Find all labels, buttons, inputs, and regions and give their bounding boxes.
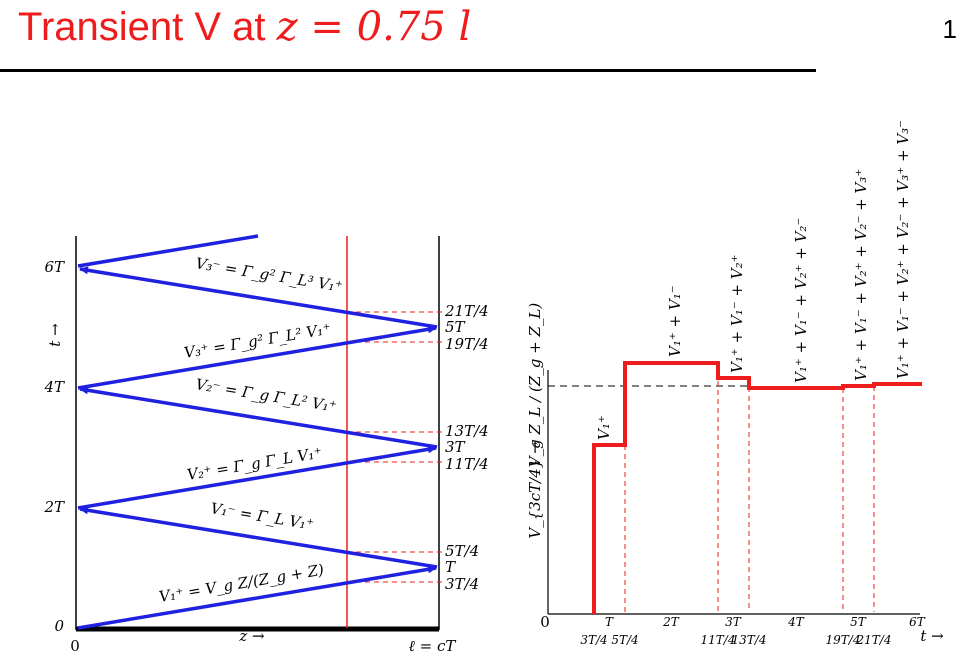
wf-sub-19T4: 19T/4: [826, 633, 861, 647]
voltage-trace: [592, 361, 922, 614]
wf-tick-3T: 3T: [725, 615, 742, 629]
y-tick-0: 0: [54, 617, 64, 635]
wf-tick-5T: 5T: [850, 615, 867, 629]
z-axis-label: z →: [238, 627, 265, 645]
wf-tick-4T: 4T: [787, 615, 805, 629]
slide-title: Transient V at z = 0.75 l: [18, 4, 471, 50]
wave-v2-minus: [79, 386, 438, 449]
label-v1-minus: V₁⁻ = Γ_L V₁⁺: [209, 499, 315, 533]
wf-tick-T: T: [605, 615, 614, 629]
y-tick-4T: 4T: [43, 378, 65, 396]
title-underline: [0, 69, 816, 72]
wave-v3-plus: [77, 325, 437, 390]
step-label-1: V₁⁺: [595, 415, 613, 440]
step-label-3: V₁⁺ + V₁⁻ + V₂⁺: [728, 255, 746, 374]
step-label-5: V₁⁺ + V₁⁻ + V₂⁺ + V₂⁻ + V₃⁺: [852, 169, 870, 381]
y-tick-6T: 6T: [44, 258, 65, 276]
wave-v1-minus: [79, 506, 438, 569]
response-waveform: 0 T 2T 3T 4T 5T 6T t → 3T/4 5T/4 11T/4 1…: [526, 120, 944, 647]
time-21T4: 21T/4: [444, 302, 489, 320]
wf-tick-0: 0: [540, 613, 550, 631]
time-5T: 5T: [445, 318, 466, 336]
label-v3-plus: V₃⁺ = Γ_g² Γ_L² V₁⁺: [183, 320, 333, 362]
time-3T: 3T: [445, 438, 466, 456]
wf-y-axis-label: V_{3cT/4} →: [526, 441, 544, 539]
line-end-label: ℓ = cT: [409, 637, 457, 655]
wf-tick-6T: 6T: [909, 615, 926, 629]
waveform-guides: [624, 363, 875, 612]
wave-v1-plus: [77, 565, 437, 630]
time-13T4: 13T/4: [445, 422, 489, 440]
final-value-label: V_g Z_L / (Z_g + Z_L): [526, 303, 544, 468]
wave-continuation: [77, 234, 259, 268]
page-number: 1: [942, 14, 957, 44]
title-math: z = 0.75 l: [276, 4, 472, 50]
time-3T4: 3T/4: [445, 575, 479, 593]
time-T: T: [445, 558, 456, 576]
wf-sub-3T4: 3T/4: [580, 633, 607, 647]
wf-x-axis-label: t →: [920, 627, 944, 645]
title-text: Transient V at: [18, 5, 277, 49]
step-label-4: V₁⁺ + V₁⁻ + V₂⁺ + V₂⁻: [792, 218, 810, 383]
wave-v3-minus: [79, 266, 438, 329]
bounce-diagram: 0 2T 4T 6T t → 0 z → ℓ = cT T 3T/4 5T/4 …: [43, 234, 489, 655]
time-axis-label: t →: [46, 323, 64, 347]
wave-paths: [77, 234, 438, 630]
x-start-label: 0: [70, 637, 80, 655]
step-label-2: V₁⁺ + V₁⁻: [666, 285, 684, 357]
step-label-6: V₁⁺ + V₁⁻ + V₂⁺ + V₂⁻ + V₃⁺ + V₃⁻: [894, 120, 912, 379]
wf-sub-5T4: 5T/4: [611, 633, 638, 647]
arrival-markers: [347, 311, 445, 583]
time-19T4: 19T/4: [445, 335, 489, 353]
wf-tick-2T: 2T: [662, 615, 680, 629]
y-tick-2T: 2T: [43, 498, 65, 516]
wf-sub-21T4: 21T/4: [856, 633, 892, 647]
time-11T4: 11T/4: [445, 455, 489, 473]
time-5T4: 5T/4: [445, 542, 479, 560]
wf-sub-13T4: 13T/4: [732, 633, 767, 647]
wave-v2-plus: [77, 445, 437, 510]
wf-sub-11T4: 11T/4: [701, 633, 736, 647]
